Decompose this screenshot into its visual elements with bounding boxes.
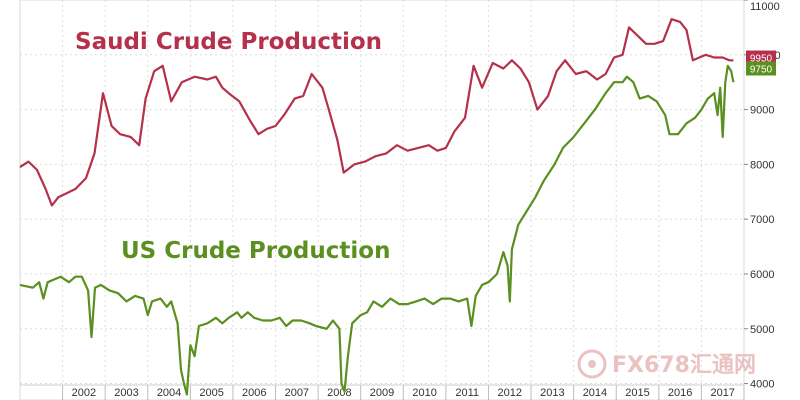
plot-frame [19, 0, 745, 400]
x-tick-label: 2015 [625, 387, 649, 399]
x-tick-label: 2012 [498, 387, 522, 399]
us-series-title: US Crude Production [121, 238, 390, 264]
series-layer [19, 18, 735, 396]
x-tick-label: 2013 [540, 387, 564, 399]
watermark-text: FX678 [612, 353, 690, 378]
y-tick-label: 9000 [750, 105, 774, 117]
watermark-suffix: 汇通网 [690, 353, 756, 378]
us-series-line [19, 64, 735, 396]
x-tick-label: 2011 [455, 387, 479, 399]
x-tick-label: 2014 [583, 387, 607, 399]
x-axis: 2002 2003 2004 2005 2006 2007 2008 2009 2010 2011… [20, 384, 745, 400]
plot-area [19, 0, 745, 400]
y-tick-label: 6000 [750, 269, 774, 281]
y-tick-label: 11000 [750, 1, 780, 13]
x-tick-label: 2006 [242, 387, 266, 399]
x-tick-label: 2009 [370, 387, 394, 399]
x-tick-label: 2016 [668, 387, 692, 399]
watermark-logo-icon [577, 349, 607, 379]
y-tick-label: 8000 [750, 159, 774, 171]
x-tick-label: 2010 [412, 387, 436, 399]
x-tick-label: 2008 [327, 387, 351, 399]
x-tick-label: 2002 [72, 387, 96, 399]
saudi-series-title: Saudi Crude Production [75, 29, 382, 55]
grid [20, 0, 744, 385]
saudi-last-value-label: 9950 [750, 54, 773, 65]
x-tick-label: 2004 [157, 387, 181, 399]
x-tick-label: 2003 [114, 387, 138, 399]
x-tick-label: 2017 [710, 387, 734, 399]
watermark-logo-dot [588, 360, 596, 368]
y-tick-label: 7000 [750, 214, 774, 226]
saudi-last-value-tag: 9950 [746, 50, 776, 65]
y-tick-label: 4000 [750, 379, 774, 391]
x-tick-label: 2007 [285, 387, 309, 399]
watermark: FX678 汇通网 [577, 349, 756, 379]
saudi-last-value-box [746, 50, 776, 65]
us-last-value-label: 9750 [750, 64, 773, 75]
x-tick-label: 2005 [199, 387, 223, 399]
us-last-value-tag: 9750 [746, 61, 776, 76]
us-last-value-box [746, 61, 776, 76]
y-tick-label: 5000 [750, 324, 774, 336]
saudi-series-line [19, 18, 734, 207]
